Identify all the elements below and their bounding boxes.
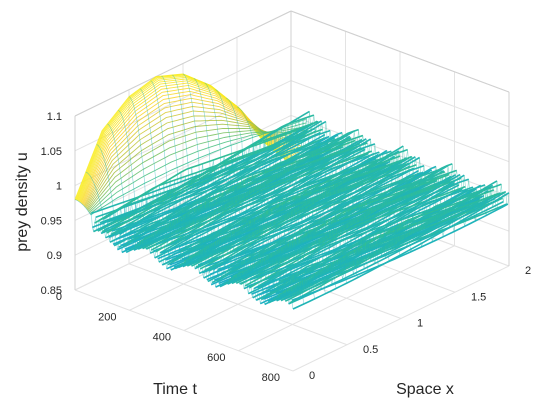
z-tick-label: 1.05 bbox=[41, 146, 62, 158]
surface-line-x bbox=[290, 111, 510, 205]
x-axis-label: Space x bbox=[396, 381, 454, 398]
y-tick-label: 800 bbox=[262, 372, 280, 384]
y-tick-label: 0 bbox=[56, 291, 62, 303]
tick-labels: 0.85 0.9 0.95 1 1.05 1.1 0 200 400 600 800 0 0.5 1 1.5… bbox=[41, 111, 532, 384]
y-tick-label: 400 bbox=[153, 332, 171, 344]
surface-line-x bbox=[118, 110, 337, 289]
x-tick-label: 0.5 bbox=[363, 344, 378, 356]
z-tick-label: 1.1 bbox=[47, 111, 62, 123]
z-tick-label: 0.9 bbox=[47, 250, 62, 262]
surface-line-x bbox=[150, 80, 369, 273]
y-axis-label: Time t bbox=[153, 381, 197, 398]
y-tick-label: 600 bbox=[207, 352, 225, 364]
surface-line-x bbox=[128, 96, 348, 284]
x-tick-label: 1 bbox=[417, 318, 423, 330]
box-edge bbox=[74, 10, 292, 117]
surface-mesh bbox=[74, 73, 510, 310]
surface-line-x bbox=[258, 126, 477, 221]
surface-line-x bbox=[269, 122, 488, 217]
box-edge bbox=[290, 10, 510, 93]
x-tick-label: 0 bbox=[309, 370, 315, 382]
surface-line-x bbox=[139, 88, 359, 278]
surface-line-x bbox=[280, 117, 499, 211]
z-axis-label: prey density u bbox=[14, 152, 31, 252]
y-tick-label: 200 bbox=[98, 311, 116, 323]
z-tick-label: 0.95 bbox=[41, 215, 62, 227]
surface-line-x bbox=[161, 75, 380, 267]
surface-line-x bbox=[107, 123, 326, 294]
x-tick-label: 1.5 bbox=[471, 291, 486, 303]
z-tick-label: 0.85 bbox=[41, 285, 62, 297]
x-tick-label: 2 bbox=[525, 265, 531, 277]
surface-line-x bbox=[96, 144, 315, 299]
gridline-t-floor bbox=[238, 245, 455, 352]
gridline-t-floor bbox=[292, 265, 510, 372]
z-tick-label: 1 bbox=[56, 181, 62, 193]
surface-line-x bbox=[204, 82, 423, 247]
